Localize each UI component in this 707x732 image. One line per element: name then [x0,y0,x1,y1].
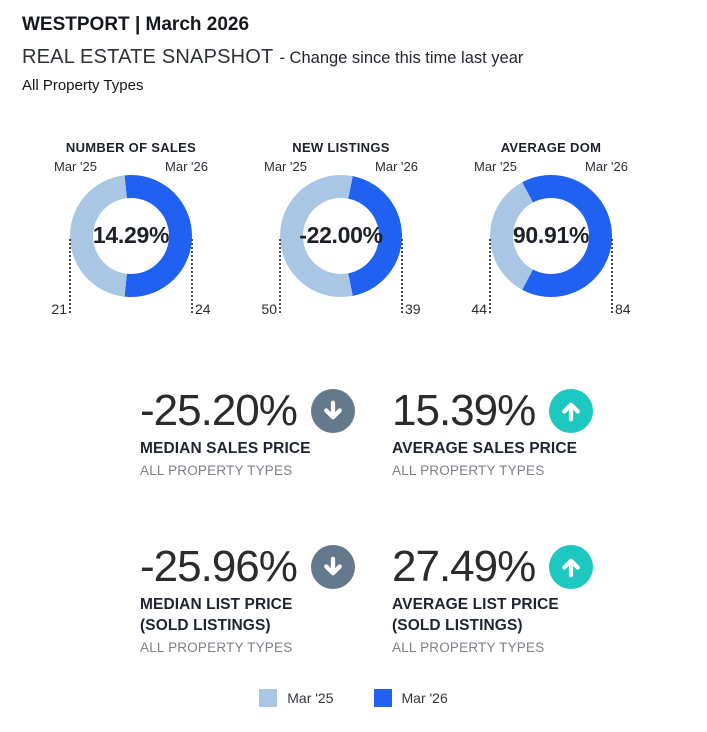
page-title: WESTPORT | March 2026 [22,14,250,35]
donut-hole: 14.29% [92,197,170,274]
chart-average-dom: AVERAGE DOM Mar '25 Mar '26 90.91% 44 84 [446,140,656,326]
donut-chart: 90.91% [490,174,612,297]
legend-label-mar26: Mar '26 [401,689,448,706]
chart-new-listings: NEW LISTINGS Mar '25 Mar '26 -22.00% 50 … [236,140,446,326]
value-mar26: 39 [405,300,421,317]
stat-sublabel: ALL PROPERTY TYPES [392,462,545,478]
label-mar26: Mar '26 [375,158,418,174]
chart-legend: Mar '25 Mar '26 [0,688,707,707]
label-mar25: Mar '25 [474,158,517,174]
stat-median-sales-price: -25.20% MEDIAN SALES PRICE ALL PROPERTY … [140,385,392,478]
legend-item-mar25: Mar '25 [259,688,334,707]
value-mar26: 24 [195,300,211,317]
donut-change-pct: 90.91% [512,222,590,249]
callout-line-right [401,238,403,313]
label-mar25: Mar '25 [54,158,97,174]
report-header: WESTPORT | March 2026 REAL ESTATE SNAPSH… [0,0,707,94]
donut-hole: -22.00% [299,197,383,274]
chart-title: AVERAGE DOM [500,139,602,155]
callout-line-right [611,238,613,313]
stat-average-sales-price: 15.39% AVERAGE SALES PRICE ALL PROPERTY … [392,385,644,478]
legend-item-mar26: Mar '26 [373,688,448,707]
down-arrow-icon [310,545,355,589]
donut-change-pct: -22.00% [299,222,383,249]
donut-chart: -22.00% [280,174,402,297]
stat-label: AVERAGE LIST PRICE [392,596,559,614]
stat-value: -25.20% [140,385,298,435]
donut-chart: 14.29% [70,174,192,297]
donut-change-pct: 14.29% [92,222,170,249]
chart-series-labels: Mar '25 Mar '26 [236,159,446,174]
down-arrow-icon [310,388,355,433]
stat-value-row: -25.96% [140,541,392,591]
label-mar25: Mar '25 [264,158,307,174]
label-mar26: Mar '26 [165,158,208,174]
chart-series-labels: Mar '25 Mar '26 [26,159,236,174]
donut-charts-row: NUMBER OF SALES Mar '25 Mar '26 14.29% 2… [0,140,707,326]
stat-sublabel: ALL PROPERTY TYPES [140,639,293,655]
stat-label-2: (SOLD LISTINGS) [392,617,523,635]
stat-sublabel: ALL PROPERTY TYPES [392,639,545,655]
label-mar26: Mar '26 [585,158,628,174]
stats-row-2: -25.96% MEDIAN LIST PRICE (SOLD LISTINGS… [140,541,707,655]
stat-blocks: -25.20% MEDIAN SALES PRICE ALL PROPERTY … [0,385,707,655]
stat-value: -25.96% [140,541,298,591]
subtitle-main: REAL ESTATE SNAPSHOT [22,45,274,68]
stat-average-list-price: 27.49% AVERAGE LIST PRICE (SOLD LISTINGS… [392,541,644,655]
stat-label: MEDIAN SALES PRICE [140,439,311,457]
value-mar25: 21 [51,300,67,317]
stat-value-row: 27.49% [392,541,644,591]
stat-sublabel: ALL PROPERTY TYPES [140,462,293,478]
legend-swatch-mar26 [373,688,392,707]
stat-value: 27.49% [392,541,536,591]
stat-value-row: -25.20% [140,385,392,435]
chart-series-labels: Mar '25 Mar '26 [446,159,656,174]
legend-label-mar25: Mar '25 [287,689,334,706]
value-mar26: 84 [615,300,631,317]
donut-hole: 90.91% [512,197,590,274]
stat-median-list-price: -25.96% MEDIAN LIST PRICE (SOLD LISTINGS… [140,541,392,655]
chart-title: NUMBER OF SALES [65,139,197,155]
stat-label-2: (SOLD LISTINGS) [140,617,271,635]
value-mar25: 50 [261,300,277,317]
report-subtitle: REAL ESTATE SNAPSHOT - Change since this … [22,46,707,69]
property-types-label: All Property Types [22,76,144,94]
stat-value: 15.39% [392,385,536,435]
legend-swatch-mar25 [259,688,278,707]
value-mar25: 44 [471,300,487,317]
callout-line-left [489,238,491,313]
callout-line-left [69,238,71,313]
stat-value-row: 15.39% [392,385,644,435]
stat-label: AVERAGE SALES PRICE [392,439,578,457]
stat-label: MEDIAN LIST PRICE [140,596,293,614]
stats-row-1: -25.20% MEDIAN SALES PRICE ALL PROPERTY … [140,385,707,478]
callout-line-right [191,238,193,313]
subtitle-note: - Change since this time last year [279,48,524,67]
chart-title: NEW LISTINGS [292,139,390,155]
chart-number-of-sales: NUMBER OF SALES Mar '25 Mar '26 14.29% 2… [26,140,236,326]
up-arrow-icon [549,545,594,589]
callout-line-left [279,238,281,313]
up-arrow-icon [549,388,594,433]
